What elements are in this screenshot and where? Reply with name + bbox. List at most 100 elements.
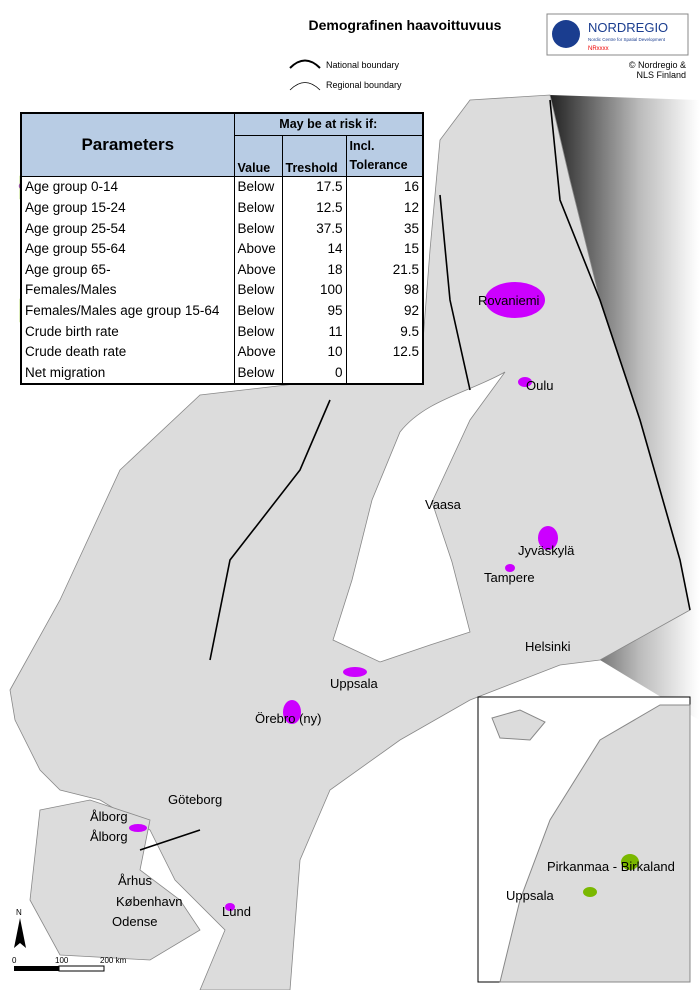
copyright: NLS Finland bbox=[636, 70, 686, 80]
legend-national-symbol bbox=[289, 59, 321, 69]
direction: Above bbox=[233, 341, 282, 362]
scale-bar bbox=[14, 966, 59, 971]
parameter: Age group 0-14 bbox=[20, 176, 234, 198]
risk-area bbox=[225, 903, 235, 911]
scale-label: 200 km bbox=[100, 956, 127, 965]
city-label: Helsinki bbox=[525, 639, 571, 654]
risk-area bbox=[283, 700, 301, 724]
inset-highlight bbox=[621, 854, 639, 870]
logo-globe bbox=[552, 20, 580, 48]
parameter: Age group 55-64 bbox=[20, 238, 234, 259]
north-arrow bbox=[14, 918, 26, 948]
table-row: Value Treshold Incl. Tolerance bbox=[21, 135, 424, 177]
table-row: Females/Males age group 15-64 Below 95 92 bbox=[20, 300, 424, 321]
number: 37.5 bbox=[281, 217, 346, 239]
direction: Below bbox=[233, 176, 282, 198]
map-title: Demografinen haavoittuvuus bbox=[309, 17, 502, 33]
direction: Below bbox=[233, 320, 282, 342]
table-row: Crude birth rate Below 11 9.5 bbox=[20, 320, 424, 342]
city-label: Odense bbox=[112, 914, 158, 929]
parameter: Age group 15-24 bbox=[20, 197, 234, 218]
table-row: Age group 55-64 Above 14 15 bbox=[20, 238, 424, 259]
table-row: Crude death rate Above 10 12.5 bbox=[20, 341, 424, 362]
city-label: Rovaniemi bbox=[478, 293, 540, 308]
city-label: Örebro (ny) bbox=[255, 711, 321, 726]
risk-area bbox=[518, 377, 532, 387]
number: 14 bbox=[281, 238, 346, 259]
city-label: Uppsala bbox=[330, 676, 378, 691]
logo-tagline: Nordic Centre for Spatial Development bbox=[588, 37, 666, 42]
legend-label: National boundary bbox=[326, 60, 400, 70]
number: 0 bbox=[281, 361, 346, 384]
column-header: Value bbox=[233, 135, 282, 177]
direction: Above bbox=[233, 238, 282, 259]
inset-land bbox=[499, 704, 691, 983]
city-label: Lund bbox=[222, 904, 251, 919]
direction: Above bbox=[233, 258, 282, 280]
gulf-of-bothnia bbox=[332, 371, 506, 663]
table-row: Age group 15-24 Below 12.5 12 bbox=[20, 197, 424, 218]
risk-area bbox=[485, 282, 545, 318]
parameter: Age group 65- bbox=[20, 258, 234, 280]
city-label: Göteborg bbox=[168, 792, 222, 807]
city-label: København bbox=[116, 894, 183, 909]
table-row: Net migration Below 0 bbox=[20, 361, 424, 384]
logo-name: NORDREGIO bbox=[588, 20, 668, 35]
city-label: Ålborg bbox=[90, 829, 128, 844]
column-header: Treshold bbox=[281, 135, 346, 177]
russia bbox=[550, 95, 699, 720]
column-header: Incl. Tolerance bbox=[345, 135, 424, 177]
number: 11 bbox=[281, 320, 346, 342]
inset-label: Pirkanmaa - Birkaland bbox=[547, 859, 675, 874]
city-label: Vaasa bbox=[425, 497, 462, 512]
table-row: Age group 65- Above 18 21.5 bbox=[20, 258, 424, 280]
parameter: Crude birth rate bbox=[20, 320, 234, 342]
direction: Below bbox=[233, 279, 282, 301]
risk-area bbox=[129, 824, 147, 832]
parameter: Age group 25-54 bbox=[20, 217, 234, 239]
inset-label: Uppsala bbox=[506, 888, 554, 903]
parameter-table: Parameters May be at risk if: Value Treshol… bbox=[20, 112, 425, 385]
inset-highlight bbox=[583, 887, 597, 897]
copyright: © Nordregio & bbox=[629, 60, 686, 70]
direction: Below bbox=[233, 197, 282, 218]
number: 12.5 bbox=[345, 341, 424, 362]
logo-code: NRxxxx bbox=[588, 46, 609, 52]
parameter: Net migration bbox=[20, 361, 234, 384]
number: 15 bbox=[345, 238, 424, 259]
number: 100 bbox=[281, 279, 346, 301]
direction: Below bbox=[233, 217, 282, 239]
table-row: Age group 25-54 Below 37.5 35 bbox=[20, 217, 424, 239]
city-label: Tampere bbox=[484, 570, 535, 585]
national-boundaries bbox=[139, 99, 691, 851]
table-header: Parameters bbox=[20, 113, 234, 177]
table-group-header: May be at risk if: bbox=[233, 113, 424, 136]
denmark bbox=[29, 799, 201, 961]
number: 12 bbox=[345, 197, 424, 218]
number: 18 bbox=[281, 258, 346, 280]
parameter: Females/Males bbox=[20, 279, 234, 301]
table-row: Females/Males Below 100 98 bbox=[20, 279, 424, 301]
number: 21.5 bbox=[345, 258, 424, 280]
parameter: Females/Males age group 15-64 bbox=[20, 300, 234, 321]
north-label: N bbox=[16, 908, 22, 917]
empty-cell bbox=[345, 361, 424, 384]
number: 9.5 bbox=[345, 320, 424, 342]
city-label: Oulu bbox=[526, 378, 553, 393]
number: 95 bbox=[281, 300, 346, 321]
direction: Below bbox=[233, 361, 282, 384]
scale-bar bbox=[58, 965, 105, 972]
number: 92 bbox=[345, 300, 424, 321]
city-label: Jyväskylä bbox=[518, 543, 575, 558]
inset-iceland bbox=[491, 709, 546, 741]
scale-label: 100 bbox=[55, 956, 69, 965]
parameter: Crude death rate bbox=[20, 341, 234, 362]
number: 17.5 bbox=[281, 176, 346, 198]
table-row: Age group 0-14 Below 17.5 16 bbox=[20, 176, 424, 198]
number: 12.5 bbox=[281, 197, 346, 218]
risk-area bbox=[343, 667, 367, 677]
city-label: Århus bbox=[118, 873, 152, 888]
number: 35 bbox=[345, 217, 424, 239]
